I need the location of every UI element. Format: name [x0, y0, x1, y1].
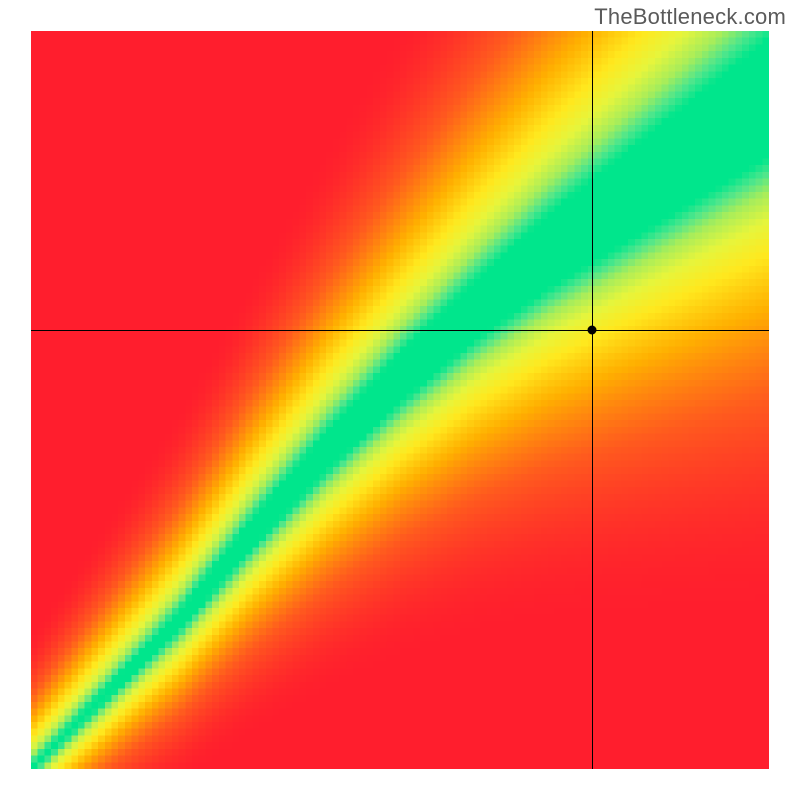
heatmap-canvas: [31, 31, 769, 769]
heatmap-plot: [31, 31, 769, 769]
watermark-text: TheBottleneck.com: [594, 4, 786, 30]
chart-container: TheBottleneck.com: [0, 0, 800, 800]
